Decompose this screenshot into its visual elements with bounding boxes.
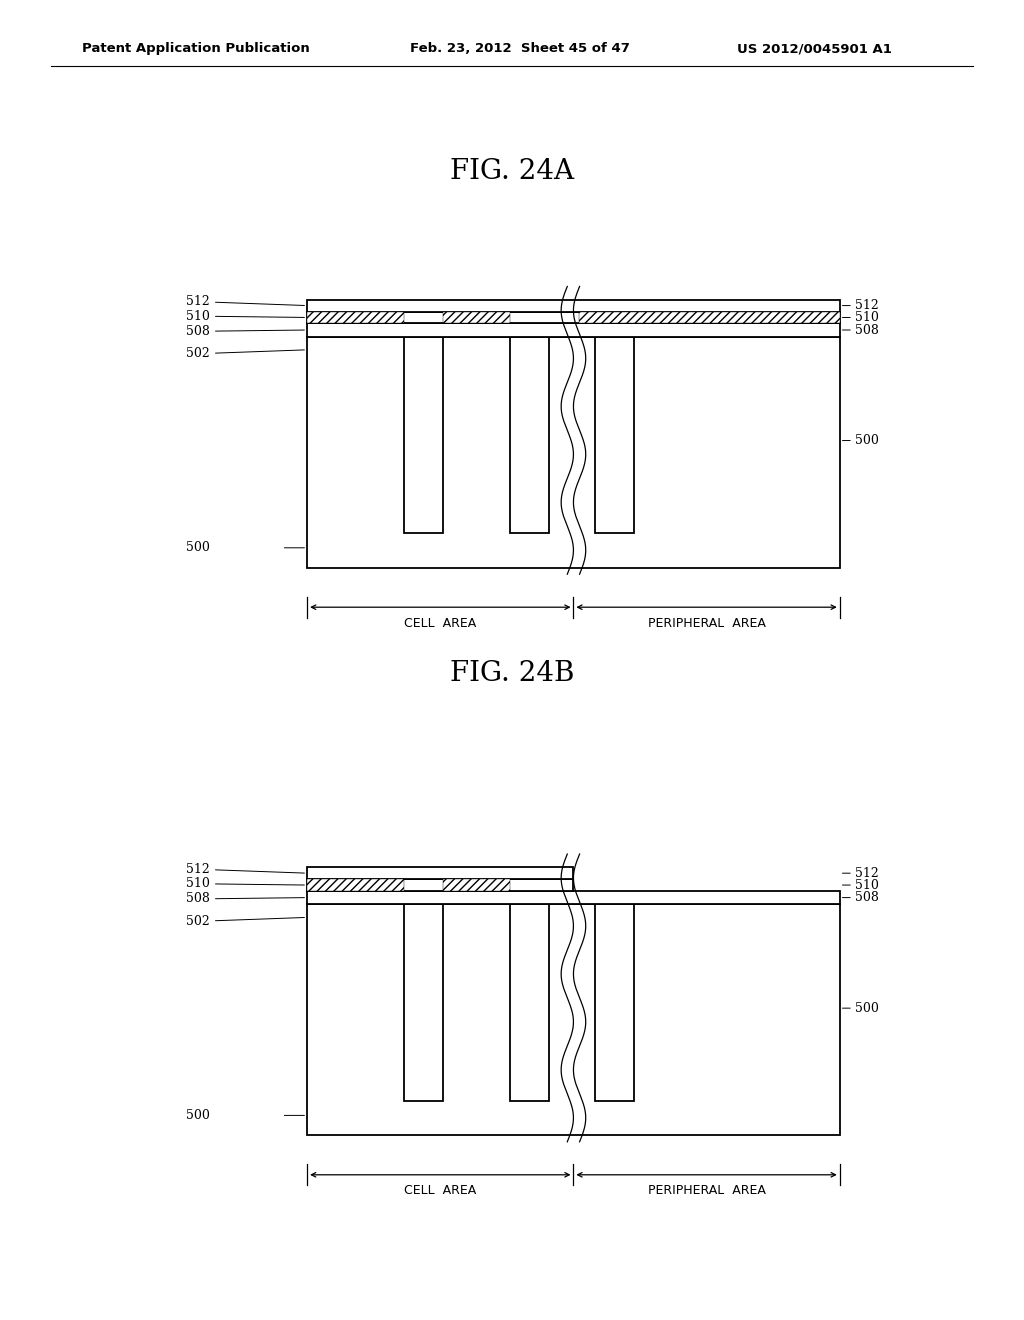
- Bar: [307, 891, 840, 904]
- Text: 510: 510: [855, 879, 879, 891]
- Bar: [404, 904, 443, 1101]
- Text: 508: 508: [186, 892, 304, 906]
- Text: Patent Application Publication: Patent Application Publication: [82, 42, 309, 55]
- Text: 500: 500: [186, 541, 210, 554]
- Text: US 2012/0045901 A1: US 2012/0045901 A1: [737, 42, 892, 55]
- Text: 508: 508: [855, 323, 879, 337]
- Bar: [510, 904, 549, 1101]
- Text: 508: 508: [186, 325, 304, 338]
- Text: 512: 512: [855, 867, 879, 879]
- Text: 502: 502: [186, 347, 304, 360]
- Text: 500: 500: [855, 434, 879, 447]
- Bar: [307, 904, 840, 1135]
- Text: 510: 510: [186, 310, 304, 322]
- Text: 508: 508: [855, 891, 879, 904]
- Bar: [307, 312, 840, 323]
- Text: 510: 510: [855, 312, 879, 323]
- Bar: [596, 904, 635, 1101]
- Text: Feb. 23, 2012  Sheet 45 of 47: Feb. 23, 2012 Sheet 45 of 47: [410, 42, 630, 55]
- Bar: [307, 867, 573, 879]
- Bar: [404, 337, 443, 533]
- Bar: [510, 337, 549, 533]
- Bar: [443, 879, 510, 891]
- Text: PERIPHERAL  AREA: PERIPHERAL AREA: [647, 1184, 766, 1197]
- Text: 512: 512: [186, 296, 304, 308]
- Text: 502: 502: [186, 915, 304, 928]
- Text: 500: 500: [855, 1002, 879, 1015]
- Text: 512: 512: [186, 863, 304, 875]
- Bar: [307, 300, 840, 312]
- Bar: [307, 323, 840, 337]
- Bar: [579, 312, 840, 323]
- Text: CELL  AREA: CELL AREA: [404, 1184, 476, 1197]
- Text: CELL  AREA: CELL AREA: [404, 616, 476, 630]
- Bar: [443, 312, 510, 323]
- Text: 512: 512: [855, 300, 879, 312]
- Bar: [596, 337, 635, 533]
- Text: 510: 510: [186, 878, 304, 890]
- Bar: [307, 879, 573, 891]
- Text: FIG. 24A: FIG. 24A: [450, 158, 574, 185]
- Text: FIG. 24B: FIG. 24B: [450, 660, 574, 686]
- Bar: [307, 879, 404, 891]
- Bar: [307, 312, 404, 323]
- Text: 500: 500: [186, 1109, 210, 1122]
- Bar: [307, 337, 840, 568]
- Text: PERIPHERAL  AREA: PERIPHERAL AREA: [647, 616, 766, 630]
